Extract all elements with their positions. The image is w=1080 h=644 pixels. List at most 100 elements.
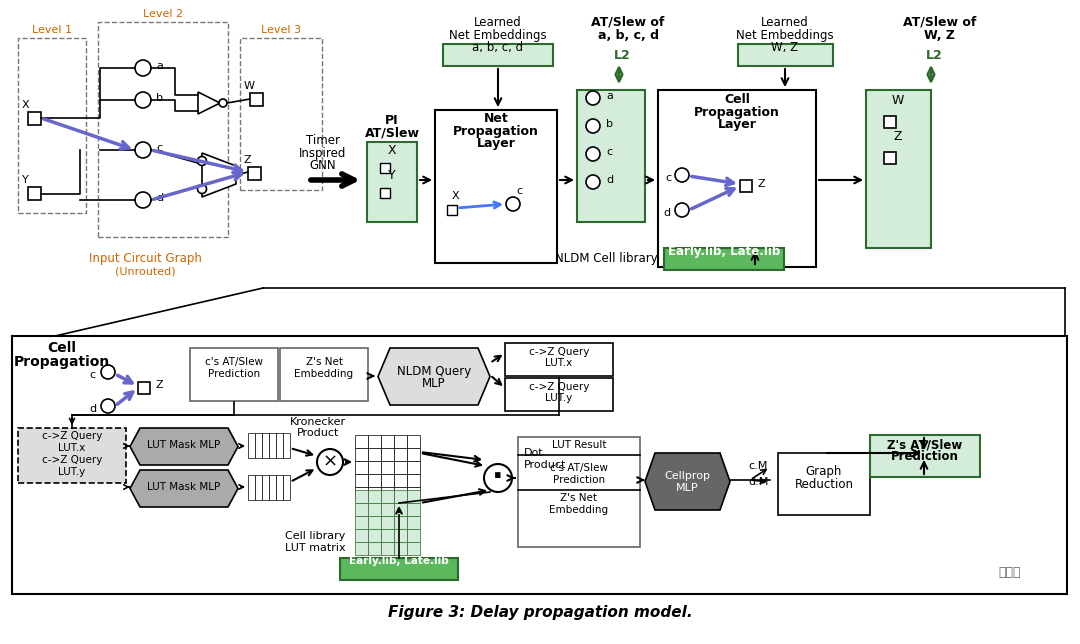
Text: Z: Z bbox=[243, 155, 251, 165]
Bar bbox=[28, 112, 41, 125]
Text: Net Embeddings: Net Embeddings bbox=[449, 28, 546, 41]
Bar bbox=[394, 461, 407, 474]
Text: d: d bbox=[156, 193, 163, 203]
Circle shape bbox=[135, 192, 151, 208]
Text: Z: Z bbox=[894, 129, 902, 142]
Bar bbox=[381, 474, 394, 487]
Text: a: a bbox=[156, 61, 163, 71]
Bar bbox=[505, 343, 613, 376]
Bar bbox=[394, 474, 407, 487]
Text: X: X bbox=[388, 144, 396, 156]
Text: a, b, c, d: a, b, c, d bbox=[597, 28, 659, 41]
Bar bbox=[518, 437, 640, 547]
Bar bbox=[276, 475, 283, 500]
Text: Z's Net: Z's Net bbox=[561, 493, 597, 503]
Bar bbox=[505, 378, 613, 411]
Bar bbox=[283, 475, 291, 500]
Text: Level 3: Level 3 bbox=[261, 25, 301, 35]
Polygon shape bbox=[378, 348, 490, 405]
Text: Prediction: Prediction bbox=[891, 451, 959, 464]
Bar bbox=[355, 435, 368, 448]
Text: Prediction: Prediction bbox=[208, 369, 260, 379]
Bar bbox=[190, 348, 278, 401]
Text: c: c bbox=[606, 147, 612, 157]
Bar bbox=[255, 433, 262, 458]
Bar bbox=[447, 205, 457, 215]
Circle shape bbox=[102, 399, 114, 413]
Text: d.M: d.M bbox=[748, 477, 768, 487]
Text: Cellprop: Cellprop bbox=[664, 471, 710, 481]
Text: d: d bbox=[606, 175, 613, 185]
Text: c: c bbox=[516, 186, 522, 196]
Bar bbox=[12, 336, 1067, 594]
Bar bbox=[269, 433, 276, 458]
Bar bbox=[255, 475, 262, 500]
Bar bbox=[18, 428, 126, 483]
Bar bbox=[276, 433, 283, 458]
Text: c->Z Query: c->Z Query bbox=[529, 347, 590, 357]
Text: MLP: MLP bbox=[422, 377, 446, 390]
Bar bbox=[394, 542, 407, 555]
Text: Learned: Learned bbox=[761, 15, 809, 28]
Polygon shape bbox=[130, 470, 238, 507]
Circle shape bbox=[586, 175, 600, 189]
Bar bbox=[407, 503, 420, 516]
Bar bbox=[248, 167, 261, 180]
Bar bbox=[381, 435, 394, 448]
Bar bbox=[381, 461, 394, 474]
Circle shape bbox=[135, 60, 151, 76]
Text: Prediction: Prediction bbox=[553, 475, 605, 485]
Bar bbox=[368, 503, 381, 516]
Bar bbox=[283, 433, 291, 458]
Text: MLP: MLP bbox=[676, 483, 699, 493]
Text: Embedding: Embedding bbox=[550, 505, 608, 515]
Text: L2: L2 bbox=[615, 48, 631, 61]
Text: Z: Z bbox=[757, 179, 765, 189]
Circle shape bbox=[198, 156, 206, 166]
Circle shape bbox=[675, 203, 689, 217]
Bar bbox=[407, 474, 420, 487]
Bar bbox=[355, 503, 368, 516]
Text: Z's Net: Z's Net bbox=[306, 357, 342, 367]
Text: Cell library: Cell library bbox=[285, 531, 346, 541]
Bar bbox=[381, 516, 394, 529]
Bar bbox=[885, 116, 896, 128]
Text: a, b, c, d: a, b, c, d bbox=[472, 41, 524, 53]
Polygon shape bbox=[198, 92, 220, 114]
Bar bbox=[280, 348, 368, 401]
Text: b: b bbox=[156, 93, 163, 103]
Text: c: c bbox=[90, 370, 96, 380]
Text: LUT.y: LUT.y bbox=[58, 467, 85, 477]
Circle shape bbox=[586, 119, 600, 133]
Text: Level 2: Level 2 bbox=[143, 9, 184, 19]
Text: W, Z: W, Z bbox=[924, 28, 956, 41]
Circle shape bbox=[135, 142, 151, 158]
Bar bbox=[394, 487, 407, 500]
Bar bbox=[740, 180, 752, 192]
Bar bbox=[381, 529, 394, 542]
Bar bbox=[368, 529, 381, 542]
Bar bbox=[262, 433, 269, 458]
Text: W: W bbox=[892, 93, 904, 106]
Circle shape bbox=[507, 197, 519, 211]
Bar bbox=[885, 152, 896, 164]
Text: X: X bbox=[451, 191, 459, 201]
Text: Product: Product bbox=[297, 428, 339, 438]
Text: LUT.x: LUT.x bbox=[545, 358, 572, 368]
Text: LUT Mask MLP: LUT Mask MLP bbox=[147, 440, 220, 450]
Bar bbox=[355, 490, 368, 503]
Bar bbox=[262, 475, 269, 500]
Bar bbox=[738, 44, 833, 66]
Bar bbox=[407, 542, 420, 555]
Text: AT/Slew of: AT/Slew of bbox=[903, 15, 976, 28]
Circle shape bbox=[102, 365, 114, 379]
Text: GNN: GNN bbox=[310, 158, 336, 171]
Text: Dot: Dot bbox=[524, 448, 543, 458]
Text: Inspired: Inspired bbox=[299, 146, 347, 160]
Bar bbox=[138, 382, 150, 394]
Bar bbox=[407, 490, 420, 503]
Text: LUT Result: LUT Result bbox=[552, 440, 606, 450]
Bar bbox=[340, 558, 458, 580]
Bar bbox=[368, 448, 381, 461]
Text: PI: PI bbox=[386, 113, 399, 126]
